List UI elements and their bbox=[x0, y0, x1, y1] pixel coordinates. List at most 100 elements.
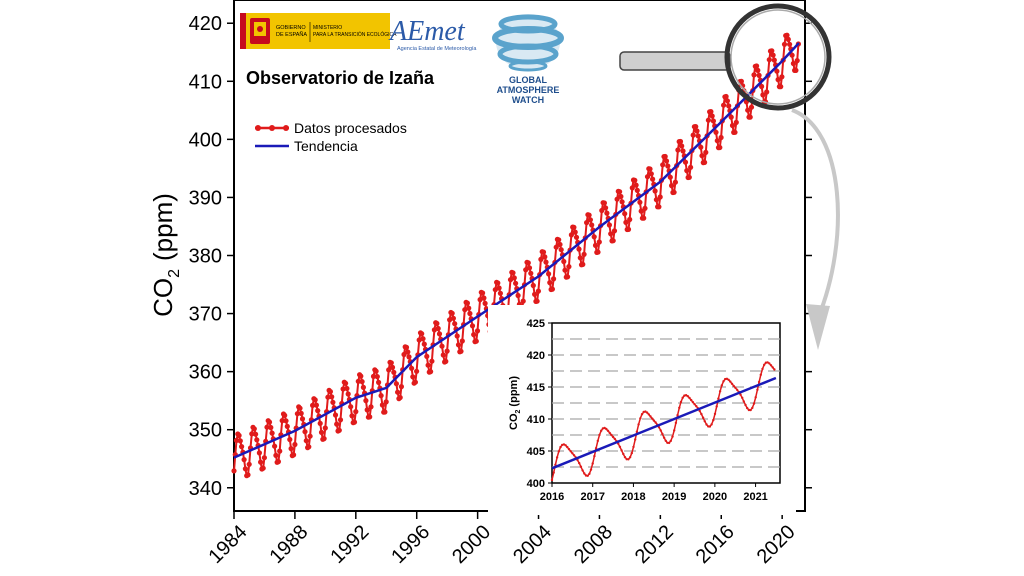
main-data-point bbox=[699, 153, 705, 159]
main-data-point bbox=[292, 441, 298, 448]
main-data-point bbox=[353, 409, 359, 415]
inset-x-tick-label: 2016 bbox=[540, 491, 564, 503]
main-data-point bbox=[546, 271, 552, 277]
inset-chart: 400 405 410 415 420 425 2016 2017 2018 2019 2020 20… bbox=[488, 305, 796, 515]
main-data-point bbox=[584, 220, 590, 226]
inset-y-title-units: (ppm) bbox=[508, 376, 520, 407]
inset-data-point bbox=[734, 386, 737, 389]
main-data-point bbox=[637, 199, 643, 205]
inset-data-point bbox=[679, 400, 683, 404]
inset-data-point bbox=[769, 364, 773, 367]
main-data-point bbox=[766, 57, 772, 63]
inset-data-point bbox=[600, 429, 603, 432]
main-data-point bbox=[473, 338, 479, 344]
main-data-point bbox=[439, 343, 445, 349]
inset-data-point bbox=[741, 396, 744, 399]
inset-data-point bbox=[594, 447, 598, 450]
inset-y-title-sub: 2 bbox=[515, 409, 522, 413]
inset-y-tick-label: 425 bbox=[527, 318, 545, 330]
main-data-point bbox=[297, 405, 303, 411]
inset-data-point bbox=[669, 439, 672, 443]
inset-data-point bbox=[610, 433, 613, 437]
main-data-point bbox=[419, 331, 425, 337]
main-data-point bbox=[665, 163, 671, 169]
main-data-point bbox=[454, 333, 460, 339]
ministry-line1: MINISTERIO bbox=[313, 25, 342, 31]
main-data-point bbox=[397, 394, 403, 401]
main-data-point bbox=[349, 413, 355, 419]
main-data-point bbox=[318, 429, 325, 435]
inset-data-point bbox=[569, 450, 572, 453]
inset-data-point bbox=[718, 390, 722, 393]
inset-data-point bbox=[759, 373, 762, 376]
main-data-point bbox=[684, 168, 690, 174]
inset-data-point bbox=[620, 449, 623, 452]
main-data-point bbox=[429, 358, 435, 364]
main-data-point bbox=[561, 258, 567, 265]
main-data-point bbox=[393, 381, 399, 387]
main-data-point bbox=[329, 394, 335, 400]
main-data-point bbox=[723, 93, 729, 100]
main-data-point bbox=[695, 133, 701, 139]
main-data-point bbox=[242, 466, 248, 472]
gaw-logo: GLOBAL ATMOSPHERE WATCH bbox=[492, 14, 564, 105]
inset-x-tick-label: 2018 bbox=[621, 491, 645, 503]
main-data-point bbox=[694, 128, 700, 134]
main-data-point bbox=[726, 103, 732, 109]
inset-y-tick-label: 420 bbox=[527, 350, 545, 362]
inset-data-point bbox=[649, 415, 652, 418]
main-data-point bbox=[709, 113, 715, 119]
inset-data-point bbox=[550, 478, 554, 482]
legend-label-trend: Tendencia bbox=[294, 138, 358, 154]
main-data-point bbox=[610, 238, 616, 244]
gaw-globe-icon bbox=[492, 14, 564, 72]
inset-data-point bbox=[686, 395, 689, 398]
main-data-point bbox=[759, 83, 765, 90]
main-data-point bbox=[395, 389, 401, 395]
main-data-point bbox=[755, 67, 761, 73]
main-data-point bbox=[264, 424, 270, 430]
gov-line2: DE ESPAÑA bbox=[276, 31, 307, 38]
main-data-point bbox=[618, 193, 624, 200]
main-data-point bbox=[310, 402, 316, 408]
gaw-line3: WATCH bbox=[512, 95, 544, 105]
main-data-point bbox=[436, 331, 443, 337]
main-data-point bbox=[497, 290, 503, 296]
main-data-point bbox=[693, 124, 699, 130]
main-data-point bbox=[237, 438, 243, 444]
main-data-point bbox=[246, 461, 252, 467]
main-data-point bbox=[662, 153, 668, 160]
main-data-point bbox=[625, 226, 632, 232]
inset-data-point bbox=[713, 412, 717, 416]
inset-data-point bbox=[754, 396, 757, 399]
inset-data-point bbox=[571, 452, 574, 455]
main-data-point bbox=[698, 144, 704, 150]
main-data-point bbox=[718, 134, 724, 141]
inset-y-axis-title: CO2 (ppm) bbox=[508, 376, 522, 430]
main-data-point bbox=[287, 436, 293, 443]
aemet-wordmark: AEmet bbox=[388, 16, 466, 47]
main-data-point bbox=[231, 468, 237, 474]
inset-data-point bbox=[708, 425, 712, 428]
magnifier-handle bbox=[619, 51, 731, 71]
main-data-point bbox=[587, 217, 594, 223]
main-data-point bbox=[401, 351, 407, 358]
main-data-point bbox=[480, 290, 486, 296]
main-y-tick-label: 390 bbox=[189, 187, 222, 209]
main-x-tick-label: 1996 bbox=[387, 521, 434, 568]
main-data-point bbox=[721, 102, 727, 108]
inset-data-point bbox=[735, 388, 739, 391]
main-data-point bbox=[568, 232, 575, 238]
main-data-point bbox=[787, 41, 793, 47]
y-title-units: (ppm) bbox=[148, 193, 178, 261]
main-data-point bbox=[412, 379, 418, 385]
inset-data-point bbox=[632, 445, 635, 449]
inset-data-point bbox=[751, 406, 754, 410]
main-data-point bbox=[543, 259, 549, 265]
main-data-point bbox=[455, 342, 462, 348]
inset-data-point bbox=[659, 429, 662, 432]
main-data-point bbox=[466, 305, 472, 311]
inset-data-point bbox=[717, 397, 720, 400]
main-data-point bbox=[414, 368, 420, 374]
main-data-point bbox=[449, 310, 455, 316]
